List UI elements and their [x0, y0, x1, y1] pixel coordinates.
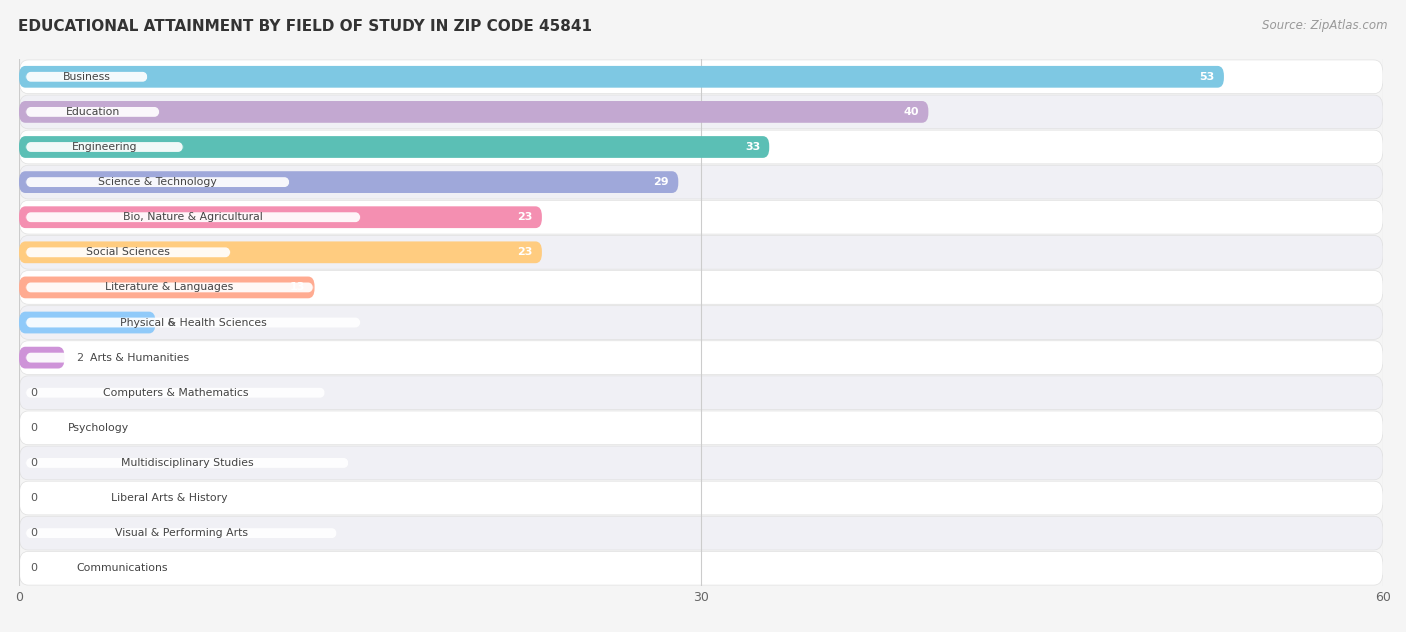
Text: 6: 6 — [167, 317, 174, 327]
Text: 0: 0 — [31, 458, 38, 468]
FancyBboxPatch shape — [20, 306, 1384, 339]
Text: Social Sciences: Social Sciences — [86, 247, 170, 257]
Text: Business: Business — [63, 72, 111, 82]
FancyBboxPatch shape — [20, 376, 1384, 410]
FancyBboxPatch shape — [25, 283, 314, 293]
FancyBboxPatch shape — [20, 446, 1384, 480]
Text: Arts & Humanities: Arts & Humanities — [90, 353, 190, 363]
FancyBboxPatch shape — [20, 241, 541, 263]
Text: Visual & Performing Arts: Visual & Performing Arts — [115, 528, 247, 538]
FancyBboxPatch shape — [25, 458, 349, 468]
FancyBboxPatch shape — [20, 411, 1384, 445]
Text: Education: Education — [66, 107, 120, 117]
Text: Computers & Mathematics: Computers & Mathematics — [103, 387, 249, 398]
FancyBboxPatch shape — [25, 388, 325, 398]
Text: 0: 0 — [31, 563, 38, 573]
FancyBboxPatch shape — [20, 66, 1223, 88]
Text: Engineering: Engineering — [72, 142, 138, 152]
Text: 40: 40 — [904, 107, 920, 117]
FancyBboxPatch shape — [20, 60, 1384, 94]
Text: Bio, Nature & Agricultural: Bio, Nature & Agricultural — [124, 212, 263, 222]
Text: Source: ZipAtlas.com: Source: ZipAtlas.com — [1263, 19, 1388, 32]
FancyBboxPatch shape — [20, 95, 1384, 129]
FancyBboxPatch shape — [20, 165, 1384, 199]
Text: 0: 0 — [31, 423, 38, 433]
Text: 13: 13 — [290, 283, 305, 293]
FancyBboxPatch shape — [20, 206, 541, 228]
FancyBboxPatch shape — [25, 142, 183, 152]
Text: 53: 53 — [1199, 72, 1215, 82]
FancyBboxPatch shape — [20, 136, 769, 158]
Text: 0: 0 — [31, 493, 38, 503]
FancyBboxPatch shape — [20, 551, 1384, 585]
FancyBboxPatch shape — [25, 247, 231, 257]
Text: Science & Technology: Science & Technology — [98, 177, 217, 187]
FancyBboxPatch shape — [25, 423, 172, 433]
FancyBboxPatch shape — [25, 177, 290, 187]
FancyBboxPatch shape — [20, 347, 65, 368]
FancyBboxPatch shape — [20, 200, 1384, 234]
FancyBboxPatch shape — [25, 318, 360, 327]
Text: Physical & Health Sciences: Physical & Health Sciences — [120, 317, 267, 327]
FancyBboxPatch shape — [20, 270, 1384, 304]
FancyBboxPatch shape — [25, 353, 254, 363]
FancyBboxPatch shape — [20, 130, 1384, 164]
Text: EDUCATIONAL ATTAINMENT BY FIELD OF STUDY IN ZIP CODE 45841: EDUCATIONAL ATTAINMENT BY FIELD OF STUDY… — [18, 19, 592, 34]
FancyBboxPatch shape — [20, 236, 1384, 269]
Text: 33: 33 — [745, 142, 761, 152]
FancyBboxPatch shape — [20, 171, 678, 193]
FancyBboxPatch shape — [20, 312, 156, 334]
Text: 2: 2 — [76, 353, 83, 363]
Text: Liberal Arts & History: Liberal Arts & History — [111, 493, 228, 503]
FancyBboxPatch shape — [25, 563, 218, 573]
Text: 0: 0 — [31, 387, 38, 398]
FancyBboxPatch shape — [25, 493, 314, 503]
Text: 0: 0 — [31, 528, 38, 538]
FancyBboxPatch shape — [25, 212, 360, 222]
Text: Communications: Communications — [76, 563, 167, 573]
Text: 23: 23 — [517, 247, 533, 257]
FancyBboxPatch shape — [25, 72, 148, 82]
FancyBboxPatch shape — [20, 516, 1384, 550]
Text: Literature & Languages: Literature & Languages — [105, 283, 233, 293]
FancyBboxPatch shape — [20, 101, 928, 123]
Text: 29: 29 — [654, 177, 669, 187]
FancyBboxPatch shape — [20, 277, 315, 298]
FancyBboxPatch shape — [20, 341, 1384, 375]
FancyBboxPatch shape — [25, 107, 159, 117]
Text: 23: 23 — [517, 212, 533, 222]
Text: Psychology: Psychology — [67, 423, 129, 433]
FancyBboxPatch shape — [20, 481, 1384, 515]
Text: Multidisciplinary Studies: Multidisciplinary Studies — [121, 458, 253, 468]
FancyBboxPatch shape — [25, 528, 337, 538]
